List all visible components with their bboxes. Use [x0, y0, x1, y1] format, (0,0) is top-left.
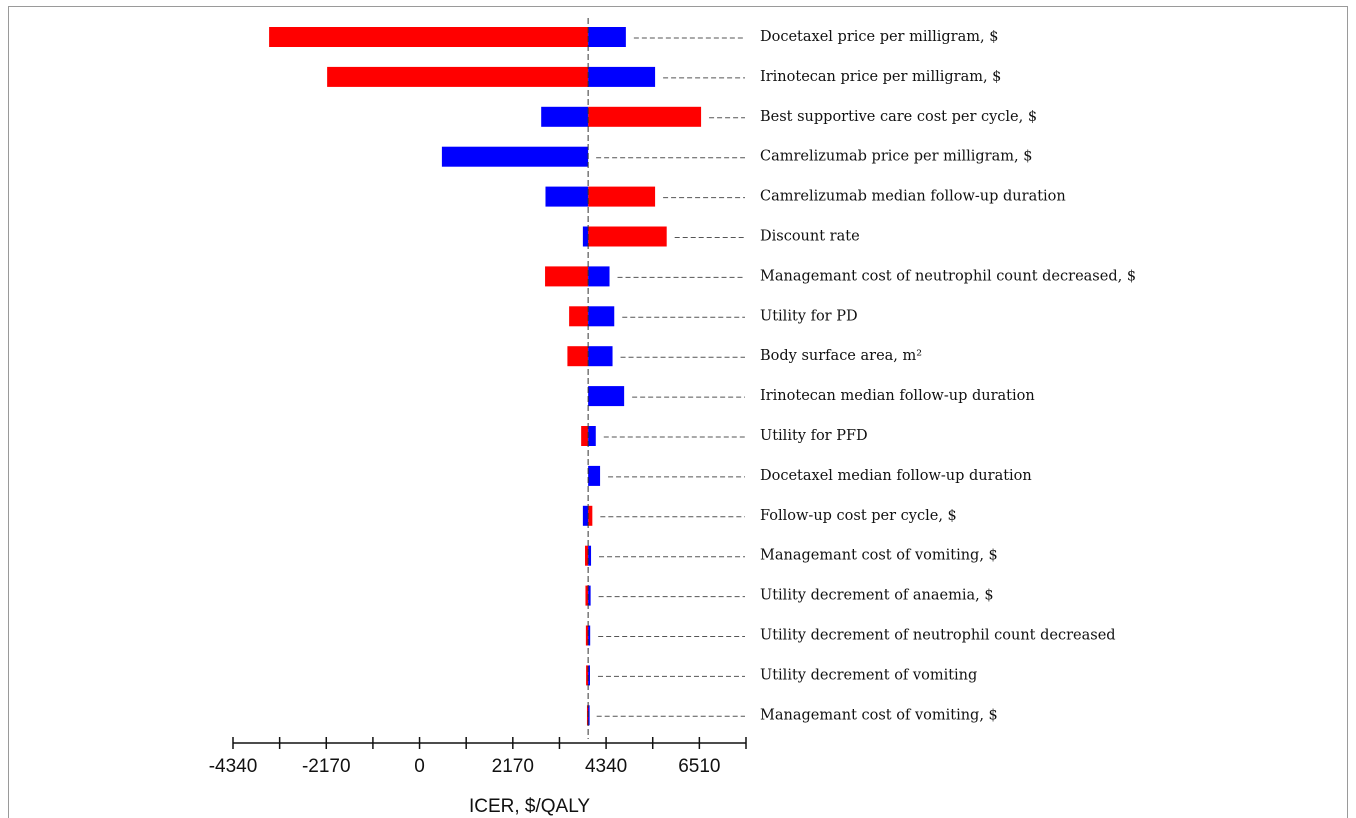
- category-label-11: Docetaxel median follow-up duration: [760, 468, 1032, 484]
- bars-layer: [269, 27, 702, 726]
- bar-red-7: [569, 306, 589, 327]
- bar-red-16: [586, 665, 589, 686]
- bar-blue-10: [588, 426, 596, 446]
- chart-frame: [8, 6, 1348, 818]
- category-label-12: Follow-up cost per cycle, $: [760, 508, 957, 524]
- category-label-0: Docetaxel price per milligram, $: [760, 29, 998, 45]
- leader-lines: [596, 37, 745, 717]
- bar-blue-14: [588, 585, 591, 606]
- bar-blue-17: [588, 705, 590, 726]
- bar-red-13: [585, 545, 589, 566]
- bar-blue-0: [588, 27, 626, 47]
- bar-blue-11: [588, 465, 601, 486]
- category-label-4: Camrelizumab median follow-up duration: [760, 189, 1066, 205]
- x-axis-title: ICER, $/QALY: [469, 796, 590, 817]
- bar-red-0: [269, 27, 589, 47]
- category-label-6: Managemant cost of neutrophil count decr…: [760, 268, 1136, 284]
- x-tick-label-5: 6510: [678, 756, 720, 777]
- category-label-16: Utility decrement of vomiting: [760, 667, 977, 683]
- bar-red-10: [581, 426, 589, 446]
- bar-red-15: [585, 625, 589, 646]
- bar-blue-6: [588, 266, 610, 287]
- x-tick-label-3: 2170: [492, 756, 534, 777]
- bar-blue-7: [588, 306, 615, 327]
- bar-red-14: [585, 585, 589, 606]
- category-label-7: Utility for PD: [760, 308, 858, 324]
- category-label-9: Irinotecan median follow-up duration: [760, 388, 1035, 404]
- bar-blue-9: [588, 386, 625, 407]
- bar-red-6: [545, 266, 589, 287]
- x-tick-label-0: -4340: [209, 756, 258, 777]
- category-label-17: Managemant cost of vomiting, $: [760, 707, 998, 723]
- category-label-5: Discount rate: [760, 229, 860, 245]
- category-label-14: Utility decrement of anaemia, $: [760, 588, 994, 604]
- category-label-1: Irinotecan price per milligram, $: [760, 69, 1001, 85]
- category-label-3: Camrelizumab price per milligram, $: [760, 149, 1032, 165]
- bar-blue-2: [541, 106, 589, 127]
- bar-red-1: [327, 66, 589, 87]
- bar-blue-12: [582, 505, 589, 526]
- x-tick-label-2: 0: [414, 756, 425, 777]
- category-labels: Docetaxel price per milligram, $ Irinotec…: [760, 29, 1136, 723]
- bar-red-8: [567, 346, 589, 367]
- bar-blue-5: [582, 226, 589, 247]
- bar-red-2: [588, 106, 702, 127]
- bar-blue-16: [588, 665, 590, 686]
- x-tick-label-1: -2170: [302, 756, 351, 777]
- category-label-10: Utility for PFD: [760, 428, 868, 444]
- bar-blue-8: [588, 346, 613, 367]
- x-axis: -4340 -2170 0 2170 4340 6510: [209, 737, 747, 777]
- bar-blue-4: [545, 186, 589, 207]
- bar-blue-1: [588, 66, 656, 87]
- bar-blue-3: [441, 146, 589, 167]
- category-label-2: Best supportive care cost per cycle, $: [760, 109, 1037, 125]
- category-label-15: Utility decrement of neutrophil count de…: [760, 628, 1116, 644]
- x-tick-label-4: 4340: [585, 756, 627, 777]
- bar-red-12: [588, 505, 593, 526]
- bar-red-5: [588, 226, 667, 247]
- bar-red-4: [588, 186, 656, 207]
- bar-blue-13: [588, 545, 592, 566]
- category-label-8: Body surface area, m²: [760, 348, 922, 364]
- bar-blue-15: [588, 625, 591, 646]
- category-label-13: Managemant cost of vomiting, $: [760, 548, 998, 564]
